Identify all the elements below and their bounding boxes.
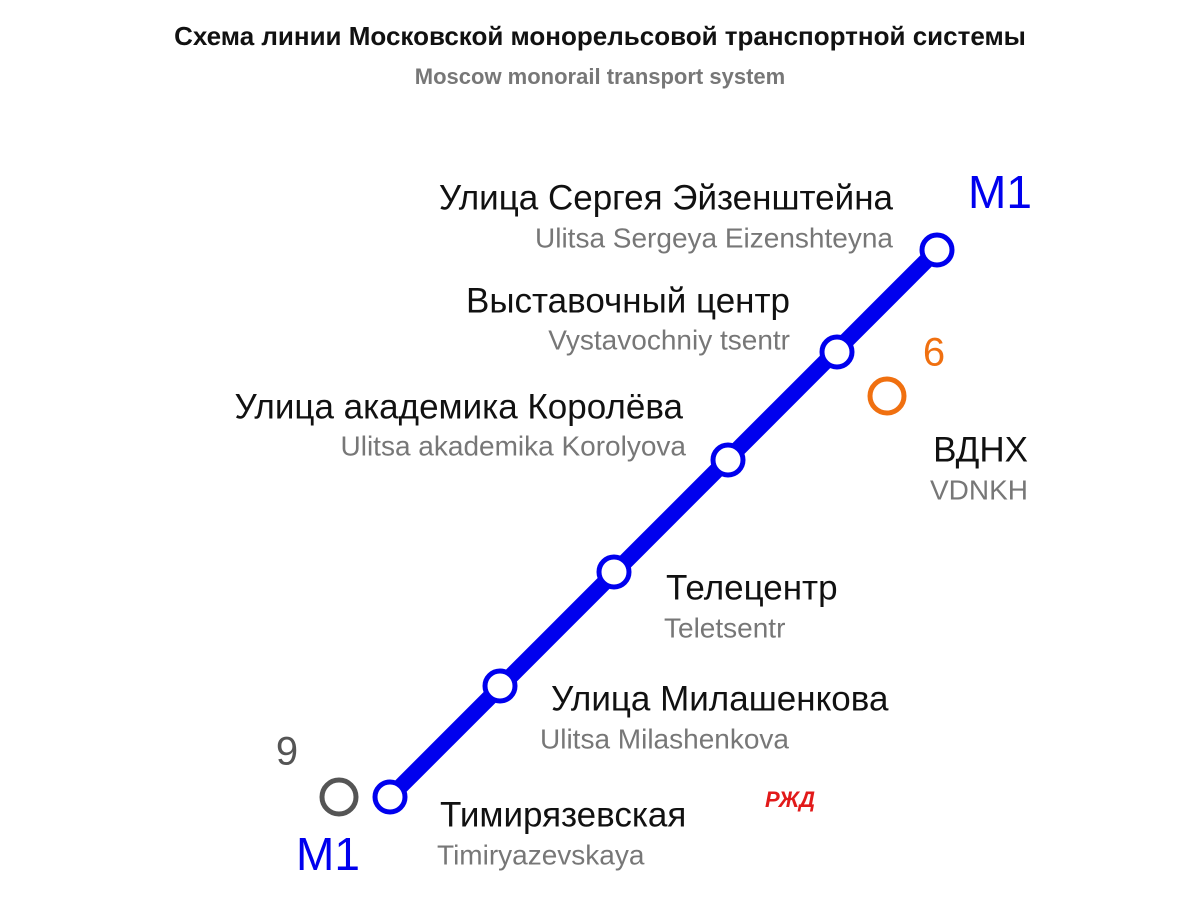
station-dot [372,779,408,815]
station-dot [482,668,518,704]
station-dot [710,442,746,478]
station-name: Улица Сергея Эйзенштейна [439,178,894,217]
station-name-en: Teletsentr [664,612,785,643]
transfer-dot [867,376,907,416]
station-name: Улица Милашенкова [551,679,889,718]
stations [372,232,955,815]
transfer-line: 9 [276,730,298,774]
title: Схема линии Московской монорельсовой тра… [174,21,1026,51]
station-name: Тимирязевская [440,795,686,834]
station-name-en: Ulitsa akademika Korolyova [341,430,687,461]
transfer-name-en: VDNKH [930,474,1028,505]
line-label: M1 [296,828,360,880]
transfer-name: ВДНХ [933,430,1028,469]
station-name-en: Vystavochniy tsentr [548,324,790,355]
station-name: Улица академика Королёва [235,387,684,426]
station-dot [819,334,855,370]
station-name-en: Timiryazevskaya [437,839,645,870]
line-label: M1 [968,166,1032,218]
station-dot [596,554,632,590]
subtitle: Moscow monorail transport system [415,64,785,89]
transfer-line: 6 [923,331,945,375]
rail-logo: РЖД [765,787,815,812]
station-name: Выставочный центр [466,281,790,320]
transfer-dot [319,777,359,817]
station-name: Телецентр [666,568,838,607]
station-dot [919,232,955,268]
station-name-en: Ulitsa Sergeya Eizenshteyna [535,222,893,253]
station-name-en: Ulitsa Milashenkova [540,723,789,754]
